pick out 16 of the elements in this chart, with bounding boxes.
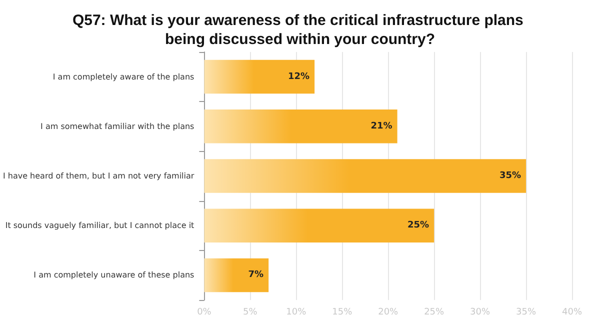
y-tick-label: It sounds vaguely familiar, but I cannot place it xyxy=(5,221,194,230)
data-label: 35% xyxy=(499,171,522,181)
chart-title: Q57: What is your awareness of the critical infrastructure plans being discussed within your country? xyxy=(72,12,528,48)
bar xyxy=(204,208,434,242)
bar xyxy=(204,258,269,292)
data-label: 21% xyxy=(370,121,392,132)
bar xyxy=(204,110,398,144)
bar xyxy=(204,159,526,193)
bar xyxy=(204,60,315,94)
y-tick-label: I am somewhat familiar with the plans xyxy=(40,122,194,131)
y-tick-label: I have heard of them, but I am not very familiar xyxy=(2,172,195,180)
y-tick-label: I am completely aware of the plans xyxy=(52,72,194,82)
data-label: 12% xyxy=(288,72,310,82)
data-label: 7% xyxy=(248,270,264,280)
y-tick-label: I am completely unaware of these plans xyxy=(34,270,194,280)
data-label: 25% xyxy=(408,220,430,231)
